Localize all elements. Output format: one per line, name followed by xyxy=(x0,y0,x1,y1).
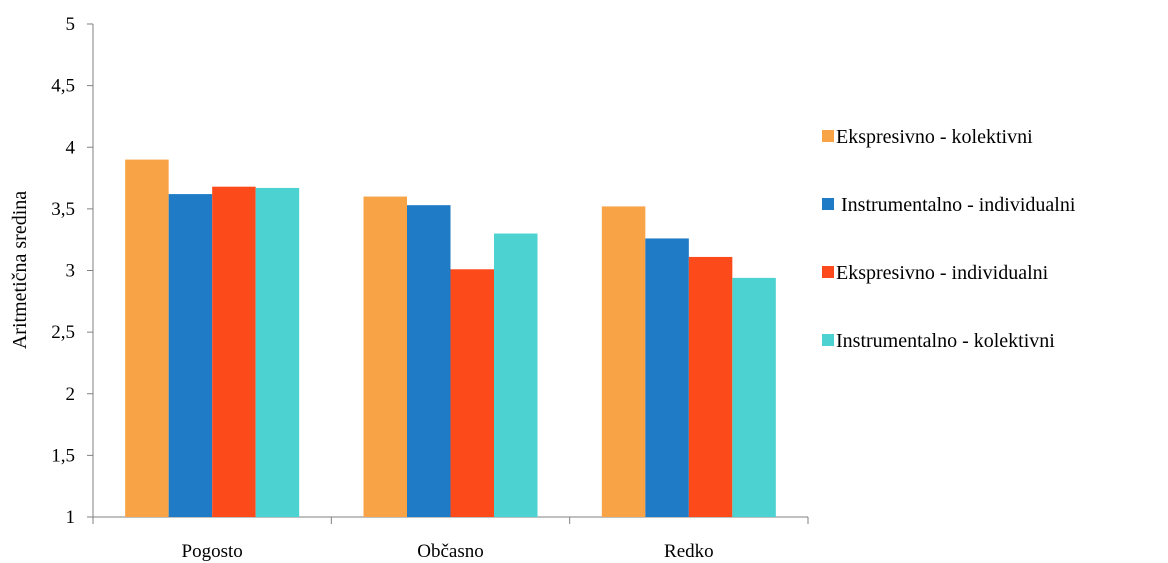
y-tick-label: 5 xyxy=(66,14,76,35)
bar xyxy=(168,194,213,517)
y-tick-label: 2,5 xyxy=(51,322,75,343)
y-axis-title: Aritmetična sredina xyxy=(9,191,31,349)
bar-series-group xyxy=(125,159,776,518)
y-tick-label: 1,5 xyxy=(51,445,75,466)
bar xyxy=(732,277,776,517)
y-tick-label: 3,5 xyxy=(51,199,75,220)
legend-label: Instrumentalno - individualni xyxy=(836,194,1076,216)
bar xyxy=(645,238,689,517)
legend: Ekspresivno - kolektivni Instrumentalno … xyxy=(822,126,1076,352)
x-category-label: Redko xyxy=(664,541,714,562)
legend-swatch xyxy=(822,198,834,210)
legend-label: Ekspresivno - kolektivni xyxy=(836,126,1033,148)
legend-swatch xyxy=(822,130,834,142)
bar xyxy=(255,187,300,518)
legend-swatch xyxy=(822,334,834,346)
y-tick-label: 4 xyxy=(66,137,76,158)
x-category-label: Občasno xyxy=(417,541,483,562)
bar xyxy=(688,256,733,517)
legend-label: Ekspresivno - individualni xyxy=(836,262,1049,284)
x-axis: Pogosto Občasno Redko xyxy=(92,516,809,562)
y-tick-label: 3 xyxy=(66,261,76,282)
y-tick-label: 4,5 xyxy=(51,76,75,97)
y-tick-label: 2 xyxy=(66,384,76,405)
y-axis: 1 1,5 2 2,5 3 3,5 4 4,5 5 xyxy=(51,14,94,528)
y-tick-label: 1 xyxy=(66,507,76,528)
bar xyxy=(494,233,538,517)
bar xyxy=(601,206,646,517)
bar xyxy=(212,186,256,517)
legend-label: Instrumentalno - kolektivni xyxy=(836,330,1055,352)
x-category-label: Pogosto xyxy=(182,541,243,562)
legend-swatch xyxy=(822,266,834,278)
bar xyxy=(407,205,451,518)
bar xyxy=(125,159,169,517)
bar xyxy=(363,196,407,518)
bar xyxy=(450,269,494,517)
